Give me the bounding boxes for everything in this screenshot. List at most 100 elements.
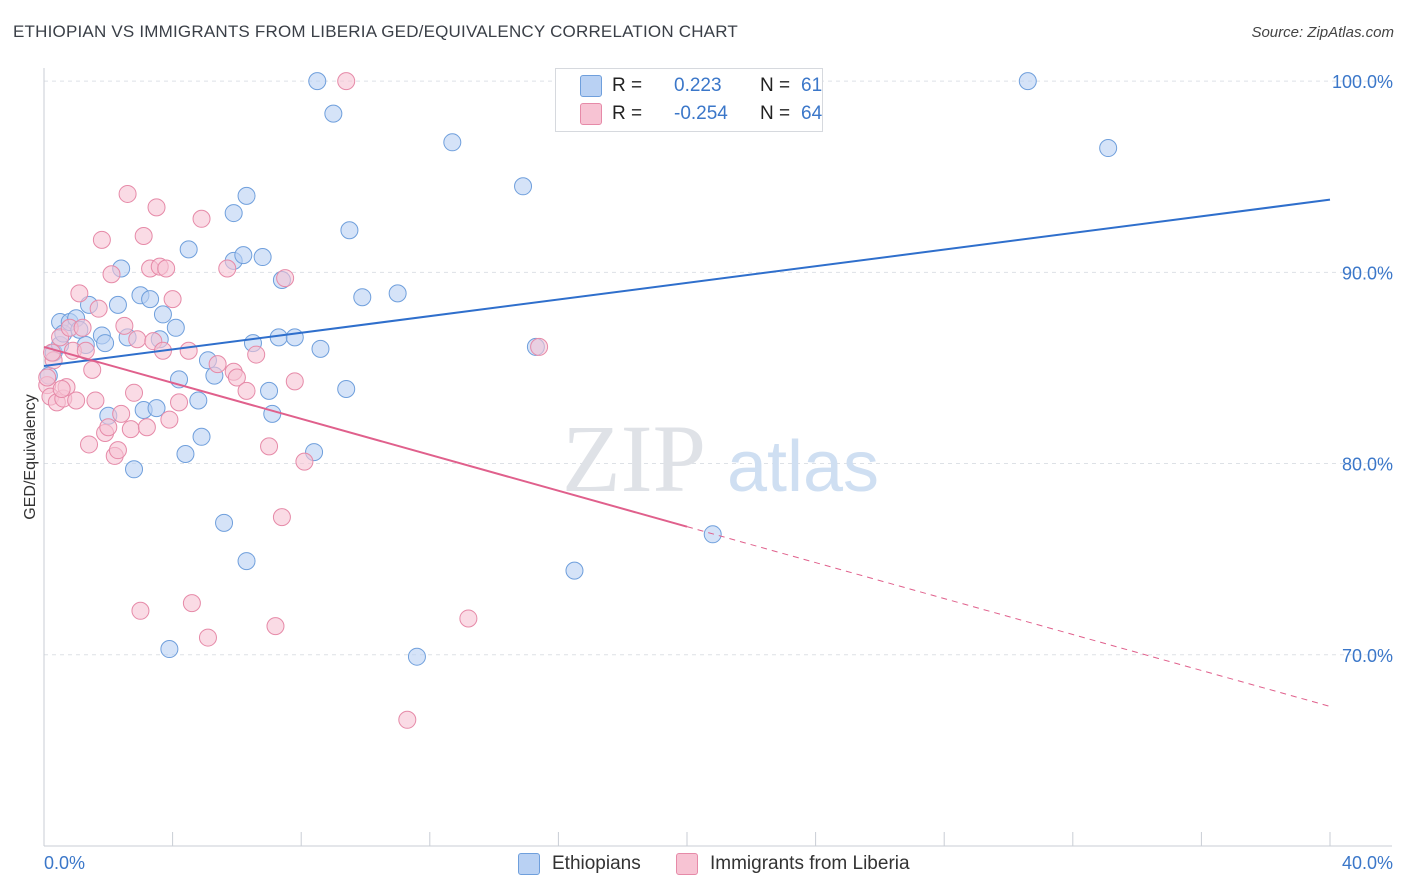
- liberia-point: [137, 418, 156, 437]
- liberia-point: [86, 391, 105, 410]
- liberia-point: [398, 710, 417, 729]
- liberia-point: [272, 508, 291, 527]
- correlation-legend: R = 0.223 N = 61 R = -0.254 N = 64: [555, 68, 823, 132]
- y-axis-label: GED/Equivalency: [22, 394, 39, 519]
- y-tick-label: 100.0%: [1332, 72, 1393, 92]
- liberia-point: [260, 437, 279, 456]
- liberia-point: [218, 259, 237, 278]
- ethiopians-point: [340, 221, 359, 240]
- liberia-point: [182, 594, 201, 613]
- liberia-point: [198, 628, 217, 647]
- liberia-trend-extension: [686, 526, 1331, 707]
- liberia-point: [131, 601, 150, 620]
- liberia-point: [52, 379, 71, 398]
- ethiopians-point: [337, 379, 356, 398]
- liberia-point: [108, 441, 127, 460]
- ethiopians-point: [96, 334, 115, 353]
- ethiopians-point: [443, 133, 462, 152]
- ethiopians-point: [407, 647, 426, 666]
- ethiopians-point: [189, 391, 208, 410]
- liberia-point: [295, 452, 314, 471]
- y-tick-label: 80.0%: [1342, 455, 1393, 475]
- liberia-trend-line: [43, 345, 688, 528]
- ethiopians-point: [234, 246, 253, 265]
- ethiopians-point: [565, 561, 584, 580]
- liberia-point: [337, 72, 356, 91]
- ethiopians-point: [153, 305, 172, 324]
- liberia-point: [99, 418, 118, 437]
- ethiopians-point: [263, 404, 282, 423]
- r-value: 0.223: [674, 75, 722, 96]
- liberia-point: [38, 368, 57, 387]
- legend-label: Ethiopians: [552, 853, 641, 874]
- liberia-point: [530, 337, 549, 356]
- ethiopians-point: [160, 640, 179, 659]
- ethiopians-point: [108, 295, 127, 314]
- ethiopians-point: [125, 460, 144, 479]
- legend-label: Immigrants from Liberia: [710, 853, 910, 874]
- legend-item-ethiopians: Ethiopians: [518, 852, 641, 876]
- ethiopians-point: [353, 288, 372, 307]
- ethiopians-point: [1099, 139, 1118, 158]
- ethiopians-point: [260, 381, 279, 400]
- ethiopians-point: [179, 240, 198, 259]
- ethiopians-point: [285, 328, 304, 347]
- liberia-point: [70, 284, 89, 303]
- liberia-point: [266, 617, 285, 636]
- liberia-point: [276, 269, 295, 288]
- liberia-point: [73, 318, 92, 337]
- x-tick-label: 40.0%: [1342, 853, 1393, 873]
- liberia-point: [459, 609, 478, 628]
- liberia-point: [160, 410, 179, 429]
- ethiopians-point: [141, 290, 160, 309]
- ethiopians-point: [388, 284, 407, 303]
- liberia-point: [179, 341, 198, 360]
- liberia-point: [92, 230, 111, 249]
- liberia-point: [125, 383, 144, 402]
- y-tick-label: 90.0%: [1342, 263, 1393, 283]
- ethiopians-point: [308, 72, 327, 91]
- source-label: Source: ZipAtlas.com: [1251, 24, 1394, 41]
- liberia-point: [163, 290, 182, 309]
- watermark-zip: ZIP: [562, 405, 706, 512]
- liberia-point: [157, 259, 176, 278]
- liberia-swatch: [676, 853, 698, 875]
- ethiopians-point: [224, 204, 243, 223]
- n-value: 64: [801, 103, 823, 124]
- ethiopians-swatch: [518, 853, 540, 875]
- ethiopians-trend-line: [43, 198, 1331, 368]
- n-label: N =: [760, 103, 791, 124]
- ethiopians-point: [237, 186, 256, 205]
- liberia-point: [170, 393, 189, 412]
- liberia-point: [192, 209, 211, 228]
- n-value: 61: [801, 75, 823, 96]
- x-tick-label: 0.0%: [44, 853, 85, 873]
- watermark-atlas: atlas: [727, 427, 879, 507]
- ethiopians-point: [215, 513, 234, 532]
- liberia-point: [134, 227, 153, 246]
- liberia-point: [128, 330, 147, 349]
- r-label: R =: [612, 103, 643, 124]
- liberia-point: [115, 316, 134, 335]
- liberia-swatch: [580, 103, 602, 125]
- liberia-point: [285, 372, 304, 391]
- liberia-point: [102, 265, 121, 284]
- ethiopians-point: [253, 248, 272, 267]
- liberia-point: [121, 420, 140, 439]
- ethiopians-point: [147, 399, 166, 418]
- liberia-point: [237, 381, 256, 400]
- y-tick-label: 70.0%: [1342, 646, 1393, 666]
- liberia-point: [83, 360, 102, 379]
- ethiopians-swatch: [580, 75, 602, 97]
- ethiopians-point: [237, 552, 256, 571]
- liberia-point: [67, 391, 86, 410]
- ethiopians-point: [311, 339, 330, 358]
- liberia-point: [247, 345, 266, 364]
- ethiopians-point: [1018, 72, 1037, 91]
- liberia-point: [227, 368, 246, 387]
- liberia-point: [208, 355, 227, 374]
- ethiopians-point: [176, 445, 195, 463]
- liberia-point: [80, 435, 99, 454]
- chart-title: ETHIOPIAN VS IMMIGRANTS FROM LIBERIA GED…: [13, 22, 738, 41]
